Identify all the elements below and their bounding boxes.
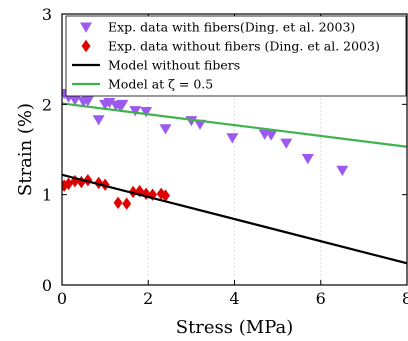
y-axis-label: Strain (%): [15, 103, 36, 196]
data-point: [129, 106, 142, 117]
series-layer: [62, 88, 407, 265]
x-tick-label: 6: [316, 289, 326, 308]
series-0: [62, 88, 349, 176]
legend: Exp. data with fibers(Ding. et al. 2003)…: [65, 15, 407, 97]
x-axis-label: Stress (MPa): [176, 317, 294, 338]
data-point: [161, 189, 170, 202]
legend-label: Exp. data without fibers (Ding. et al. 2…: [108, 39, 380, 54]
legend-items: Exp. data with fibers(Ding. et al. 2003)…: [72, 20, 380, 92]
y-tick-label: 3: [42, 5, 52, 24]
data-point: [81, 96, 94, 107]
x-tick-label: 8: [402, 289, 408, 308]
data-point: [140, 107, 153, 118]
data-point: [116, 99, 129, 111]
data-point: [226, 133, 239, 144]
data-point: [76, 175, 86, 189]
y-tick-label: 1: [42, 186, 52, 205]
legend-box: [65, 15, 407, 97]
data-point: [68, 95, 81, 106]
axis-ticks: 0 2 4 6 8 0 1 2 3: [42, 5, 408, 308]
x-tick-label: 2: [143, 289, 153, 308]
series-line: [62, 173, 407, 265]
data-point: [159, 124, 172, 135]
legend-triangle-marker: [80, 22, 92, 33]
legend-label: Model at ζ = 0.5: [108, 77, 213, 92]
y-tick-label: 0: [42, 276, 52, 295]
series-line: [62, 102, 407, 148]
x-tick-label: 4: [229, 289, 239, 308]
data-point: [301, 154, 314, 165]
data-point: [122, 197, 132, 210]
data-point: [103, 98, 116, 109]
legend-label: Model without fibers: [108, 58, 240, 73]
series-2: [62, 173, 407, 265]
x-tick-label: 0: [57, 289, 67, 308]
data-point: [64, 177, 73, 191]
series-3: [62, 102, 407, 148]
data-point: [265, 130, 278, 141]
data-point: [94, 176, 104, 190]
y-tick-label: 2: [42, 95, 52, 114]
data-point: [92, 115, 105, 126]
data-point: [83, 174, 93, 187]
legend-diamond-marker: [81, 39, 91, 53]
data-point: [70, 174, 80, 188]
data-point: [336, 165, 349, 176]
data-point: [280, 138, 293, 149]
legend-label: Exp. data with fibers(Ding. et al. 2003): [108, 20, 355, 35]
data-point: [113, 196, 123, 209]
